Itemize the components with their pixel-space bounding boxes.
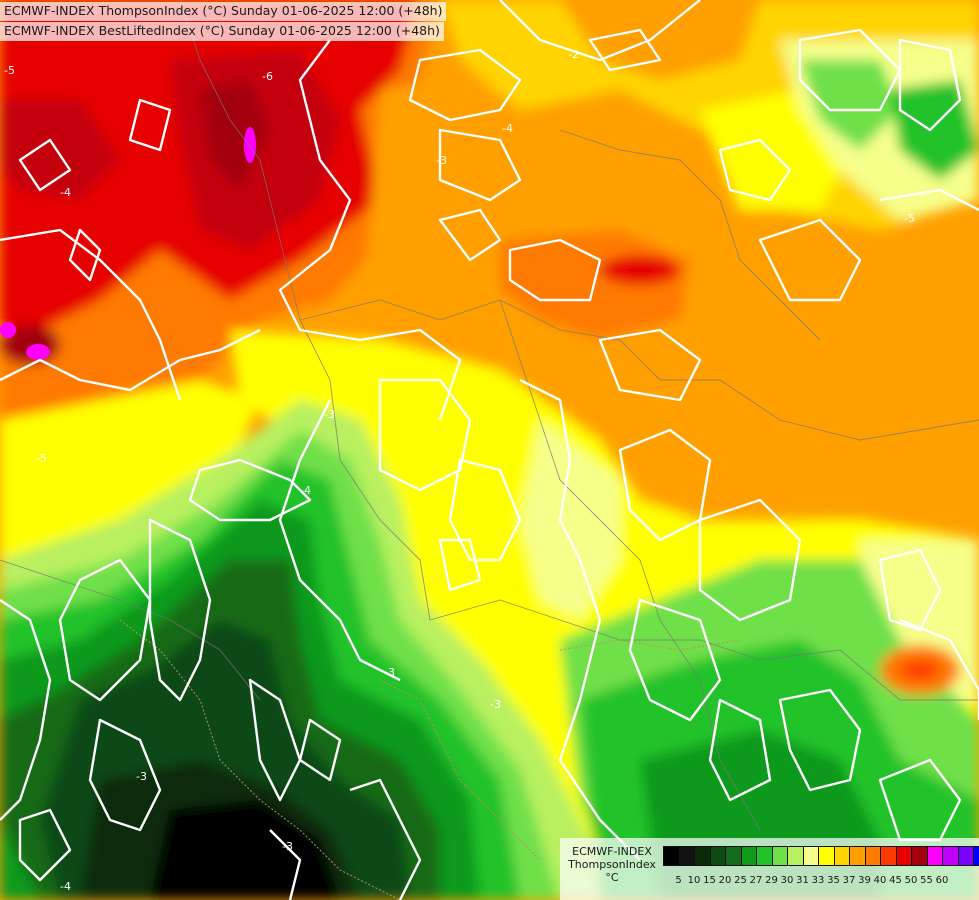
legend-tick-label: 31 — [796, 875, 809, 886]
legend-tick-label: 60 — [935, 875, 949, 886]
legend-ticks: 5 10 15 20 25 27 29 30 31 33 35 37 39 40 45 50 55 60 — [663, 875, 979, 889]
legend-swatch — [756, 846, 773, 866]
color-legend: ECMWF-INDEX ThompsonIndex °C 5 10 15 20 25 27… — [560, 838, 979, 900]
legend-swatch — [864, 846, 881, 866]
legend-model: ECMWF-INDEX — [572, 845, 652, 858]
legend-tick-label: 50 — [904, 875, 918, 886]
contour-label: -3 — [384, 666, 395, 679]
legend-tick-label: 30 — [780, 875, 794, 886]
legend-tick-label: 20 — [718, 875, 732, 886]
country-borders — [0, 0, 979, 831]
magenta-cell — [244, 127, 256, 163]
legend-tick-label: 33 — [811, 875, 825, 886]
legend-swatch — [957, 846, 974, 866]
legend-tick-label: 40 — [873, 875, 887, 886]
legend-swatch — [849, 846, 866, 866]
legend-swatch — [973, 846, 979, 866]
legend-swatch — [802, 846, 819, 866]
legend-swatch — [694, 846, 711, 866]
contour-label: -4 — [300, 484, 311, 497]
legend-swatch — [787, 846, 804, 866]
map-title-thompson: ECMWF-INDEX ThompsonIndex (°C) Sunday 01… — [0, 2, 447, 21]
contour-label: -5 — [36, 452, 47, 465]
contour-label: -3 — [282, 840, 293, 853]
legend-tick-label: 27 — [749, 875, 763, 886]
legend-swatch — [911, 846, 928, 866]
contour-label: -3 — [490, 698, 501, 711]
legend-tick-label: 55 — [920, 875, 933, 886]
legend-swatch — [880, 846, 897, 866]
magenta-cell — [26, 344, 50, 360]
legend-tick-label: 25 — [734, 875, 747, 886]
contour-label: -2 — [568, 48, 579, 61]
contour-label: -4 — [60, 880, 71, 893]
legend-swatch — [709, 846, 726, 866]
legend-tick-label: 10 — [687, 875, 701, 886]
magenta-cell — [0, 322, 16, 338]
legend-title: ECMWF-INDEX ThompsonIndex °C — [564, 845, 660, 884]
legend-swatch — [833, 846, 850, 866]
legend-tick-label: 39 — [858, 875, 871, 886]
legend-tick-label: 29 — [765, 875, 778, 886]
legend-swatch — [740, 846, 757, 866]
legend-tick-label: 45 — [889, 875, 902, 886]
legend-swatch — [725, 846, 742, 866]
legend-swatch — [818, 846, 835, 866]
contour-label: -4 — [502, 122, 513, 135]
contour-label: -6 — [262, 70, 273, 83]
contour-label: -3 — [324, 408, 335, 421]
legend-swatch — [678, 846, 695, 866]
contour-label: -5 — [904, 212, 915, 225]
legend-swatch — [942, 846, 959, 866]
map-title-lifted-index: ECMWF-INDEX BestLiftedIndex (°C) Sunday … — [0, 22, 444, 41]
legend-tick-label: 15 — [703, 875, 716, 886]
contour-label: -5 — [4, 64, 15, 77]
contour-label: -3 — [436, 154, 447, 167]
legend-tick-label: 35 — [827, 875, 840, 886]
legend-tick-label: 37 — [842, 875, 856, 886]
contour-labels: -6 -5 -4 -4 -3 -3 -3 -3 -4 -5 -5 -4 -3 -… — [4, 48, 915, 893]
legend-swatch — [663, 846, 680, 866]
coastline — [119, 619, 741, 900]
contour-label: -4 — [60, 186, 71, 199]
legend-swatches — [663, 846, 979, 866]
legend-swatch — [895, 846, 912, 866]
contour-label: -3 — [136, 770, 147, 783]
legend-swatch — [926, 846, 943, 866]
legend-parameter: ThompsonIndex — [568, 858, 656, 871]
legend-unit: °C — [605, 871, 619, 884]
legend-tick-label: 5 — [675, 875, 682, 886]
legend-swatch — [771, 846, 788, 866]
